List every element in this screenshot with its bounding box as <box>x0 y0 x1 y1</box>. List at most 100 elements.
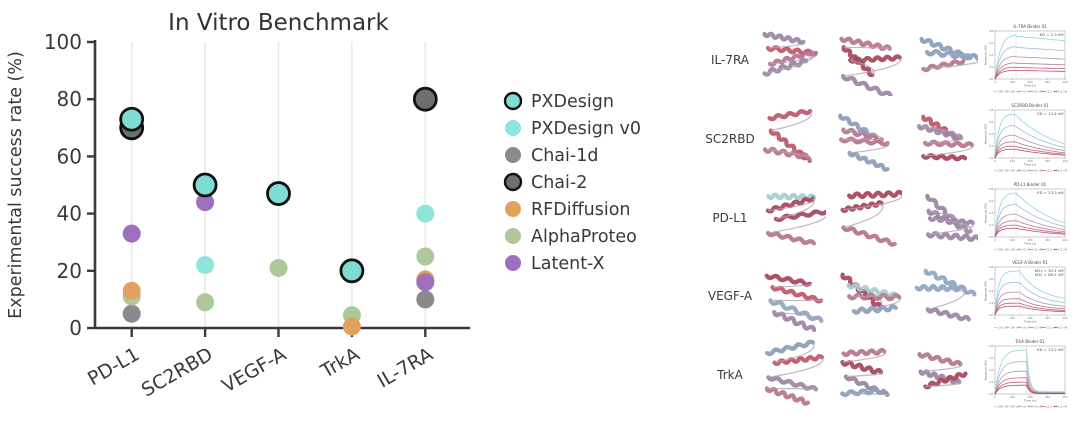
loop-connector <box>925 381 962 388</box>
protein-row-label-il-7ra: IL-7RA <box>710 53 750 67</box>
ribbon-drawing <box>762 108 813 164</box>
sensorgram-x-label: Time (s) <box>1023 399 1036 403</box>
helix-strand <box>762 31 806 46</box>
loop-connector <box>775 198 815 220</box>
legend-marker-pxdesign-v0 <box>505 120 521 136</box>
ribbon-drawing <box>840 189 902 247</box>
helix-strand <box>927 215 975 226</box>
sensorgram-curve <box>994 360 1065 395</box>
protein-structure-pd-l1-1 <box>765 192 826 246</box>
sensorgram-curve <box>994 148 1066 159</box>
point-rfdiffusion-trka <box>342 317 361 336</box>
sensorgram-legend-label: 25 nM <box>1034 405 1042 409</box>
ribbon-drawing <box>764 273 824 332</box>
protein-structure-sc2rbd-1 <box>762 108 813 164</box>
loop-connector <box>843 57 902 77</box>
sensorgram-il-7ra: IL-7RA Binder 01 0 100 200 300 400 0.0 0.2 0.4 0.… <box>984 24 1068 94</box>
protein-structure-trka-2 <box>840 347 890 398</box>
sensorgram-y-tick-label: 0.2 <box>989 380 993 384</box>
sensorgram-x-tick-label: 100 <box>1010 395 1015 399</box>
legend-marker-chai-2 <box>503 172 523 192</box>
helix-strand <box>917 352 963 367</box>
sensorgram-curve <box>994 192 1066 238</box>
ribbon-drawing <box>839 36 902 96</box>
sensorgram-sc2rbd: SC2RBD Binder 01 0 100 200 300 400 0.0 0.2 0.4 0.… <box>984 103 1068 173</box>
loop-connector <box>849 295 898 297</box>
sensorgram-curve <box>994 141 1066 159</box>
legend-label-chai-2: Chai-2 <box>531 173 587 193</box>
sensorgram-x-tick-label: 400 <box>1063 238 1068 242</box>
sensorgram-x-tick-label: 300 <box>1045 238 1050 242</box>
sensorgram-x-tick-label: 300 <box>1045 80 1050 84</box>
y-axis-label: Experimental success rate (%) <box>6 51 26 319</box>
sensorgram-y-tick-label: 0.2 <box>989 65 993 69</box>
sensorgram-curve <box>994 213 1066 238</box>
helix-strand <box>765 230 816 246</box>
sensorgram-legend-label: 200 nM <box>998 90 1008 94</box>
x-tick-label-trka: TrkA <box>316 343 363 383</box>
helix-strand <box>848 54 902 64</box>
sensorgram-legend-label: 50 nM <box>1022 248 1030 252</box>
protein-structure-pd-l1-3 <box>925 193 978 243</box>
sensorgram-x-tick-label: 200 <box>1028 80 1033 84</box>
loop-connector <box>929 217 973 232</box>
helix-strand <box>770 285 824 304</box>
sensorgram-y-tick-label: 0.8 <box>989 265 993 269</box>
sensorgram-legend-label: 100 nM <box>1010 248 1020 252</box>
x-tick-label-sc2rbd: SC2RBD <box>138 343 217 401</box>
sensorgram-legend-label: 200 nM <box>998 405 1008 409</box>
loop-connector <box>927 288 966 310</box>
sensorgram-legend-label: 12.5 nM <box>1046 90 1056 94</box>
sensorgram-title: IL-7RA Binder 01 <box>1013 24 1047 29</box>
loop-connector <box>928 222 975 235</box>
legend-label-latent-x: Latent-X <box>531 254 605 274</box>
protein-structure-trka-3 <box>917 352 968 390</box>
helix-strand <box>921 59 966 73</box>
loop-connector <box>768 41 806 49</box>
loop-connector <box>927 51 972 59</box>
sensorgram-y-label: Response (RU) <box>984 45 988 66</box>
sensorgram-curve <box>994 384 1065 395</box>
sensorgram-curve <box>994 134 1066 159</box>
point-chai-1d-pd-l1 <box>122 304 141 323</box>
sensorgram-x-tick-label: 0 <box>994 395 996 399</box>
legend-label-pxdesign-v0: PXDesign v0 <box>531 119 641 139</box>
helix-strand <box>764 386 811 406</box>
sensorgram-x-label: Time (s) <box>1023 242 1036 246</box>
sensorgram-x-tick-label: 100 <box>1010 238 1015 242</box>
protein-structure-sc2rbd-3 <box>916 114 975 162</box>
ribbon-drawing <box>840 272 902 315</box>
loop-connector <box>843 46 892 50</box>
point-alphaproteo-sc2rbd <box>196 293 215 312</box>
protein-structure-il-7ra-3 <box>919 36 978 73</box>
sensorgram-y-tick-label: 0.6 <box>989 356 993 360</box>
ribbon-drawing <box>840 347 890 398</box>
helix-strand <box>772 310 817 332</box>
kd-annotation: KD = 74.2 nM <box>1037 347 1063 352</box>
helix-strand <box>765 339 816 357</box>
sensorgram-curve <box>994 203 1066 238</box>
sensorgram-legend-label: 200 nM <box>998 248 1008 252</box>
sensorgram-curve <box>994 55 1066 80</box>
loop-connector <box>772 283 812 288</box>
sensorgram-legend-label: 100 nM <box>1010 169 1020 173</box>
sensorgram-y-tick-label: 0.8 <box>989 344 993 348</box>
legend-marker-latent-x <box>505 255 521 271</box>
ribbon-drawing <box>765 192 826 246</box>
sensorgram-title: PD-L1 Binder 01 <box>1014 182 1047 187</box>
sensorgram-y-tick-label: 0.6 <box>989 199 993 203</box>
protein-structure-vegf-a-1 <box>764 273 824 332</box>
sensorgram-legend-label: 25 nM <box>1034 169 1042 173</box>
point-pxdesign-trka <box>339 258 365 284</box>
sensorgram-curve <box>994 291 1066 316</box>
protein-row-label-sc2rbd: SC2RBD <box>705 132 755 146</box>
sensorgram-x-tick-label: 0 <box>994 159 996 163</box>
sensorgram-x-tick-label: 300 <box>1045 159 1050 163</box>
sensorgram-y-label: Response (RU) <box>984 281 988 302</box>
helix-strand <box>847 150 890 172</box>
helix-strand <box>847 189 902 200</box>
sensorgram-curve <box>994 66 1066 80</box>
x-tick-label-il-7ra: IL-7RA <box>374 343 437 392</box>
sensorgram-x-tick-label: 0 <box>994 238 996 242</box>
